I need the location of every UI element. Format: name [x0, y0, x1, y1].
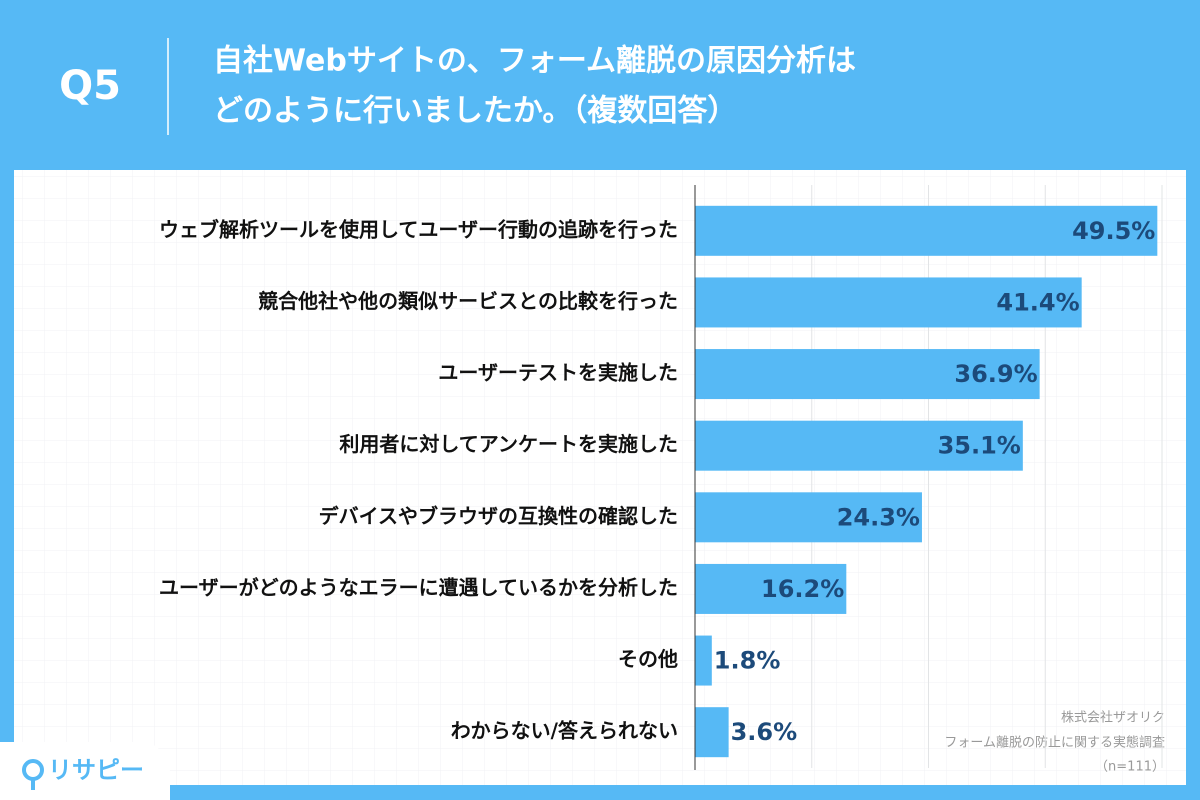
note: フォーム離脱の防止に関する実態調査: [944, 735, 1165, 751]
value-label: 35.1%: [938, 432, 1021, 460]
value-label: 36.9%: [954, 360, 1037, 388]
category-label: その他: [618, 647, 678, 671]
question-label: Q5: [59, 63, 121, 109]
bar: [695, 492, 922, 543]
category-label: 競合他社や他の類似サービスとの比較を行った: [258, 289, 678, 313]
value-label: 41.4%: [996, 288, 1079, 316]
note: 株式会社ザオリク: [1061, 710, 1165, 726]
category-label: ユーザーテストを実施した: [438, 361, 678, 385]
panel-grid: [14, 170, 1186, 785]
category-label: ウェブ解析ツールを使用してユーザー行動の追跡を行った: [159, 217, 678, 241]
category-label: デバイスやブラウザの互換性の確認した: [319, 504, 678, 528]
bar: [695, 420, 1023, 471]
category-label: 利用者に対してアンケートを実施した: [339, 432, 678, 456]
chart-title: どのように行いましたか。（複数回答）: [213, 94, 737, 129]
bar: [695, 349, 1040, 400]
bar: [695, 635, 712, 686]
value-label: 49.5%: [1072, 217, 1155, 245]
category-label: ユーザーがどのようなエラーに遭遇しているかを分析した: [159, 575, 678, 599]
value-label: 24.3%: [837, 503, 920, 531]
brand-name: リサピー: [48, 756, 144, 784]
value-label: 16.2%: [761, 575, 844, 603]
value-label: 3.6%: [731, 718, 798, 746]
value-label: 1.8%: [714, 647, 781, 675]
brand-tab: [0, 742, 170, 800]
category-label: わからない/答えられない: [451, 719, 678, 743]
chart-title: 自社Webサイトの、フォーム離脱の原因分析は: [213, 44, 856, 79]
bar: [695, 707, 729, 758]
bar: [695, 205, 1158, 256]
bar: [695, 277, 1082, 328]
note: （n=111）: [1095, 760, 1165, 775]
bar: [695, 563, 847, 614]
